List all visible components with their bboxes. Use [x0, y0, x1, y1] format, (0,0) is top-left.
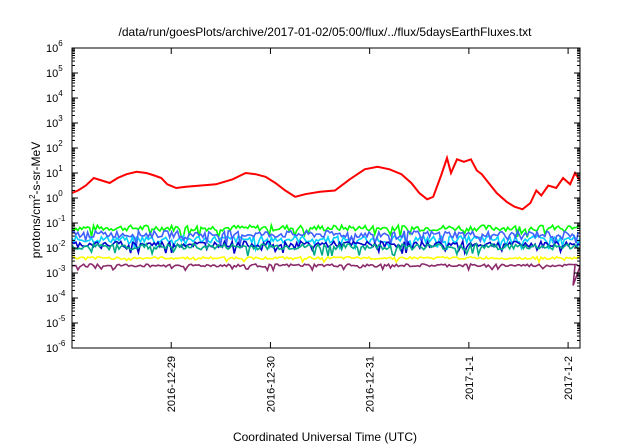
- y-tick-label: 10-2: [46, 239, 66, 255]
- y-tick-label: 101: [46, 164, 63, 180]
- y-tick-label: 10-5: [46, 314, 66, 330]
- y-tick-label: 102: [46, 139, 63, 155]
- plot-frame: [71, 47, 581, 349]
- series-line: [72, 154, 580, 211]
- y-tick-label: 10-4: [46, 289, 66, 305]
- x-tick-label: 2016-12-30: [265, 356, 277, 412]
- y-tick-label: 103: [46, 114, 63, 130]
- x-tick-label: 2017-1-1: [464, 356, 476, 400]
- y-tick-label: 100: [46, 189, 63, 205]
- series-line: [72, 255, 580, 264]
- series-line: [72, 241, 580, 258]
- y-tick-label: 10-3: [46, 264, 66, 280]
- x-tick-label: 2016-12-29: [166, 356, 178, 412]
- y-tick-label: 106: [46, 39, 63, 55]
- x-axis-label: Coordinated Universal Time (UTC): [233, 430, 417, 444]
- x-tick-label: 2016-12-31: [365, 356, 377, 412]
- y-axis-label: protons/cm2-s-sr-MeV: [28, 142, 43, 258]
- y-axis-label-text: protons/cm2-s-sr-MeV: [28, 142, 43, 258]
- x-axis-ticks: 2016-12-29 2016-12-30 2016-12-31 2017-1-1 20…: [166, 48, 575, 412]
- y-tick-label: 104: [46, 89, 63, 105]
- y-axis-ticks: 10-6 10-5 10-4 10-3 10-2 10-1 100 101 102 103 104 1…: [46, 39, 580, 355]
- y-tick-label: 105: [46, 64, 63, 80]
- plot-layer: [72, 154, 580, 286]
- series-line: [72, 228, 580, 248]
- x-tick-label: 2017-1-2: [563, 356, 575, 400]
- y-tick-label: 10-6: [46, 339, 66, 355]
- series-line: [72, 262, 580, 286]
- y-axis-label-superscript: 2: [28, 194, 37, 199]
- chart-title: /data/run/goesPlots/archive/2017-01-02/0…: [119, 25, 533, 39]
- y-tick-label: 10-1: [46, 214, 66, 230]
